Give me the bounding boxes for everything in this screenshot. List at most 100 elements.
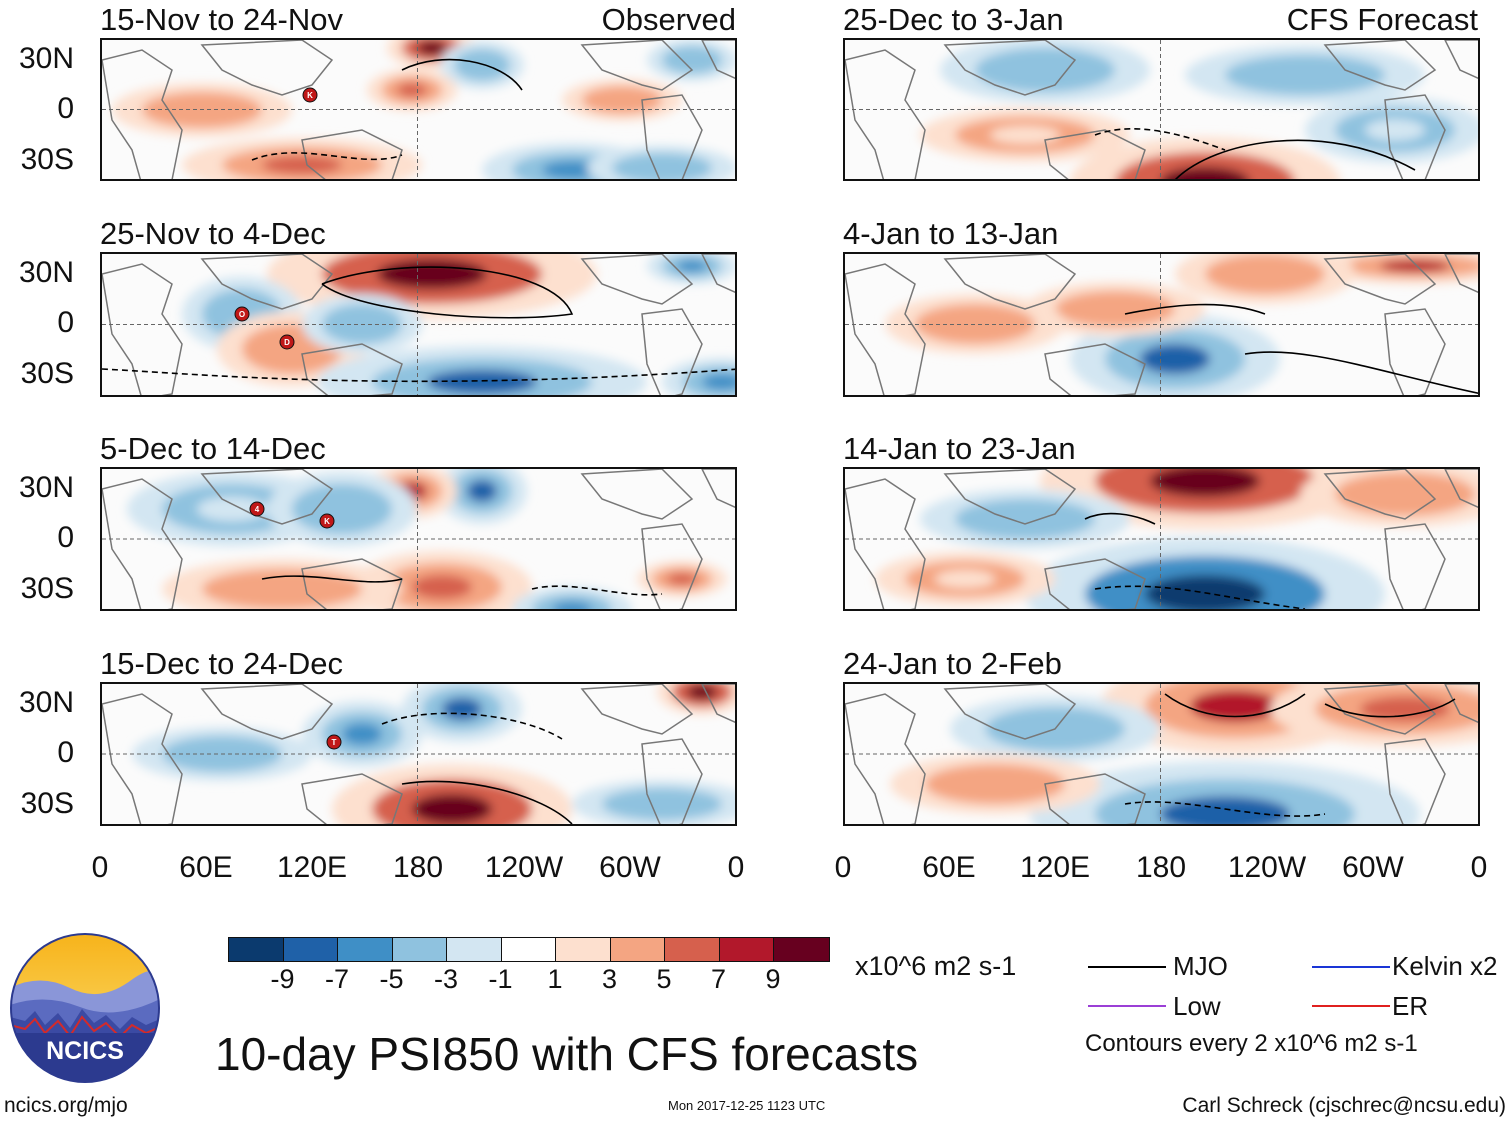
coastline bbox=[701, 254, 735, 294]
panel-title-forecast-2: 4-Jan to 13-Jan bbox=[843, 216, 1059, 251]
coastline bbox=[845, 49, 926, 179]
coastline bbox=[1444, 469, 1478, 509]
anomaly-core bbox=[632, 796, 692, 812]
coastline bbox=[1444, 40, 1478, 80]
longitude-label: 60E bbox=[179, 851, 233, 884]
latitude-label: 30S bbox=[20, 143, 74, 176]
coastline bbox=[1044, 129, 1146, 179]
colorbar-tick: 1 bbox=[547, 964, 563, 994]
coastline bbox=[1044, 773, 1146, 824]
mjo-contour bbox=[1244, 351, 1478, 394]
coastline bbox=[301, 558, 403, 609]
mjo-contour bbox=[1084, 512, 1156, 525]
map-panel-forecast-2 bbox=[843, 252, 1480, 397]
coastline bbox=[1323, 684, 1437, 735]
mjo-contour bbox=[1124, 801, 1326, 817]
colorbar-segment bbox=[556, 938, 611, 961]
longitude-label: 0 bbox=[834, 851, 852, 884]
coastline bbox=[641, 738, 703, 824]
longitude-label: 120W bbox=[1227, 851, 1307, 884]
coastline bbox=[701, 40, 735, 80]
footer-timestamp: Mon 2017-12-25 1123 UTC bbox=[668, 1098, 826, 1113]
coastline bbox=[200, 254, 334, 310]
panel-subtitle-forecast: CFS Forecast bbox=[1286, 2, 1478, 37]
colorbar-segment bbox=[665, 938, 720, 961]
anomaly-core bbox=[468, 57, 496, 73]
anomaly-core bbox=[935, 570, 995, 588]
storm-marker-label: 4 bbox=[255, 505, 260, 514]
main-title: 10-day PSI850 with CFS forecasts bbox=[215, 1028, 919, 1080]
anomaly-core bbox=[1235, 264, 1295, 284]
mjo-contour bbox=[1174, 139, 1416, 179]
colorbar-segment bbox=[447, 938, 502, 961]
logo-text: NCICS bbox=[46, 1037, 124, 1065]
anomaly-core bbox=[412, 575, 472, 599]
longitude-label: 60W bbox=[599, 851, 661, 884]
storm-marker-label: O bbox=[239, 310, 245, 319]
map-panel-forecast-3 bbox=[843, 467, 1480, 611]
latitude-label: 30N bbox=[18, 471, 74, 504]
panel-subtitle-observed: Observed bbox=[601, 2, 736, 37]
coastline bbox=[641, 308, 703, 395]
coastline bbox=[943, 684, 1077, 740]
legend-line-kelvin bbox=[1312, 966, 1390, 968]
legend-line-low bbox=[1088, 1005, 1166, 1007]
storm-marker: D bbox=[279, 334, 295, 350]
footer-website[interactable]: ncics.org/mjo bbox=[4, 1094, 128, 1117]
coastline bbox=[845, 693, 926, 824]
anomaly-core bbox=[687, 684, 717, 700]
colorbar-tick: -7 bbox=[324, 964, 349, 994]
mjo-contour bbox=[1164, 693, 1306, 718]
mjo-contour bbox=[1324, 698, 1456, 718]
footer-author: Carl Schreck (cjschrec@ncsu.edu) bbox=[1182, 1094, 1506, 1117]
map-field: 4K bbox=[102, 469, 735, 609]
colorbar-tick: 5 bbox=[656, 964, 672, 994]
anomaly-core bbox=[990, 509, 1060, 529]
longitude-label: 0 bbox=[91, 851, 109, 884]
longitude-label: 180 bbox=[392, 851, 444, 884]
coastline bbox=[580, 469, 694, 520]
colorbar-segment bbox=[501, 938, 556, 961]
map-field bbox=[845, 469, 1478, 609]
anomaly-core bbox=[552, 601, 592, 609]
mjo-contour bbox=[1094, 585, 1306, 609]
anomaly-core bbox=[1150, 469, 1260, 497]
coastline bbox=[943, 254, 1077, 310]
anomaly-core bbox=[412, 794, 492, 824]
anomaly-core bbox=[1140, 344, 1210, 374]
anomaly-core bbox=[602, 93, 642, 107]
panel-title-observed-4: 15-Dec to 24-Dec bbox=[100, 646, 343, 681]
latitude-label: 30S bbox=[20, 357, 74, 390]
map-field: T bbox=[102, 684, 735, 824]
ncics-logo: NCICS bbox=[10, 933, 160, 1083]
map-field bbox=[845, 254, 1478, 395]
coastline bbox=[1384, 308, 1446, 395]
anomaly-core bbox=[990, 126, 1060, 144]
colorbar-units: x10^6 m2 s-1 bbox=[855, 951, 1017, 981]
anomaly-core bbox=[667, 573, 697, 585]
anomaly-core bbox=[377, 259, 487, 289]
anomaly-core bbox=[262, 156, 342, 174]
panel-title-observed-2: 25-Nov to 4-Dec bbox=[100, 216, 326, 251]
coastline bbox=[701, 469, 735, 509]
panel-title-forecast-3: 14-Jan to 23-Jan bbox=[843, 431, 1076, 466]
coastline bbox=[301, 773, 403, 824]
coastline bbox=[1384, 523, 1446, 609]
mjo-contour bbox=[102, 368, 735, 383]
storm-marker: K bbox=[302, 87, 318, 103]
coastline bbox=[641, 94, 703, 179]
colorbar-tick: 7 bbox=[710, 964, 727, 994]
anomaly-core bbox=[197, 496, 267, 522]
coastline bbox=[200, 684, 334, 740]
panel-title-forecast-4: 24-Jan to 2-Feb bbox=[843, 646, 1062, 681]
anomaly-core bbox=[677, 260, 707, 272]
panel-title-forecast-1: 25-Dec to 3-Jan bbox=[843, 2, 1064, 37]
coastline bbox=[1444, 684, 1478, 724]
coastline bbox=[102, 478, 183, 609]
storm-marker-label: T bbox=[332, 738, 337, 747]
coastline bbox=[943, 40, 1077, 96]
storm-marker: K bbox=[319, 513, 335, 529]
colorbar-segment bbox=[610, 938, 665, 961]
anomaly-core bbox=[417, 41, 447, 55]
